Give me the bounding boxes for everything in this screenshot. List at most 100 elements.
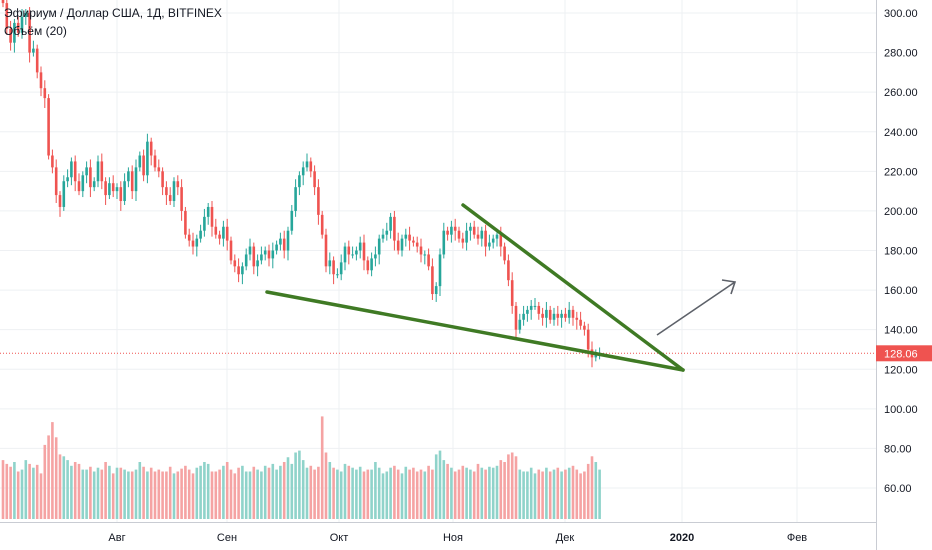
candle-body xyxy=(206,206,210,217)
candle-body xyxy=(374,254,377,259)
candle-body xyxy=(35,48,39,73)
volume-bar xyxy=(195,467,199,519)
candle-body xyxy=(241,266,244,275)
candle-body xyxy=(290,210,294,231)
volume-bar xyxy=(503,462,506,519)
price-axis[interactable] xyxy=(876,0,932,550)
candle-body xyxy=(77,181,81,192)
volume-bar xyxy=(313,469,316,519)
volume-bar xyxy=(96,467,100,519)
candle-body xyxy=(229,240,233,261)
candle-body xyxy=(320,214,324,235)
falling-wedge-upper-trendline[interactable] xyxy=(461,203,685,372)
volume-bar xyxy=(583,471,586,519)
volume-bar xyxy=(176,471,180,519)
volume-bar xyxy=(244,471,248,519)
volume-bar xyxy=(108,465,111,519)
volume-bar xyxy=(157,469,161,519)
candle-body xyxy=(279,238,282,245)
volume-bar xyxy=(355,469,358,519)
y-tick-label: 120.00 xyxy=(884,364,918,376)
volume-bar xyxy=(480,467,484,519)
candle-body xyxy=(495,234,499,239)
candle-body xyxy=(552,313,556,320)
candle-body xyxy=(89,167,92,188)
candle-body xyxy=(431,266,434,295)
volume-bar xyxy=(85,469,88,519)
volume-indicator-label[interactable]: Объём (20) xyxy=(4,24,67,38)
volume-bar xyxy=(92,471,96,519)
time-axis[interactable] xyxy=(0,522,876,550)
y-tick-label: 300.00 xyxy=(884,8,918,20)
breakout-arrow[interactable] xyxy=(656,281,736,336)
candle-body xyxy=(446,230,449,235)
candle-body xyxy=(263,250,267,255)
volume-bar xyxy=(233,473,237,519)
candle-body xyxy=(393,216,396,241)
volume-bar xyxy=(400,473,404,519)
volume-bar xyxy=(404,466,408,519)
plot-area[interactable] xyxy=(0,0,876,522)
candle-body xyxy=(339,262,343,275)
candle-body xyxy=(362,242,366,261)
volume-bar xyxy=(457,469,461,519)
candle-body xyxy=(138,155,142,168)
candle-body xyxy=(510,280,514,306)
volume-bar xyxy=(35,464,39,519)
candle-body xyxy=(548,309,552,320)
y-tick-label: 160.00 xyxy=(884,285,918,297)
falling-wedge-lower-trendline[interactable] xyxy=(265,290,685,372)
candle-body xyxy=(267,250,271,259)
volume-bar xyxy=(290,463,294,519)
volume-bar xyxy=(73,462,77,519)
volume-bar xyxy=(187,469,191,519)
breakout-arrow-head xyxy=(721,279,737,295)
candle-body xyxy=(70,161,73,178)
volume-bar xyxy=(412,467,415,519)
volume-bar xyxy=(533,473,537,519)
volume-bar xyxy=(241,465,244,519)
candle-body xyxy=(222,226,225,239)
volume-bar xyxy=(434,454,438,519)
candle-body xyxy=(301,167,305,176)
candle-body xyxy=(111,183,115,192)
x-tick-label: Ноя xyxy=(443,532,463,544)
candle-body xyxy=(184,210,187,235)
volume-bar xyxy=(286,457,290,519)
volume-bar xyxy=(294,452,297,519)
candle-body xyxy=(180,187,183,211)
candle-body xyxy=(32,48,35,53)
symbol-title[interactable]: Эфириум / Доллар США, 1Д, BITFINEX xyxy=(4,6,222,20)
volume-bar xyxy=(28,463,31,519)
candle-body xyxy=(370,258,373,271)
volume-bar xyxy=(381,473,385,519)
candle-body xyxy=(328,260,332,267)
volume-bar xyxy=(47,435,50,519)
candle-body xyxy=(146,141,149,176)
volume-bar xyxy=(320,416,324,519)
volume-bar xyxy=(153,471,157,519)
candle-body xyxy=(16,22,20,33)
x-tick-label: Дек xyxy=(556,532,575,544)
volume-bar xyxy=(396,469,400,519)
candle-body xyxy=(564,313,567,318)
volume-bar xyxy=(560,471,563,519)
volume-bar xyxy=(16,471,20,519)
candle-body xyxy=(533,305,537,307)
candle-body xyxy=(210,206,214,227)
candle-body xyxy=(47,98,50,156)
candle-body xyxy=(282,238,286,251)
volume-bar xyxy=(370,469,373,519)
candle-body xyxy=(149,141,153,156)
volume-bar xyxy=(149,467,153,519)
candle-body xyxy=(305,161,309,168)
volume-bar xyxy=(252,466,256,519)
candle-body xyxy=(20,16,24,33)
candle-body xyxy=(355,250,358,255)
candle-body xyxy=(225,226,229,241)
volume-bar xyxy=(218,469,221,519)
candle-body xyxy=(275,244,278,251)
volume-bar xyxy=(210,471,214,519)
volume-bar xyxy=(362,471,366,519)
